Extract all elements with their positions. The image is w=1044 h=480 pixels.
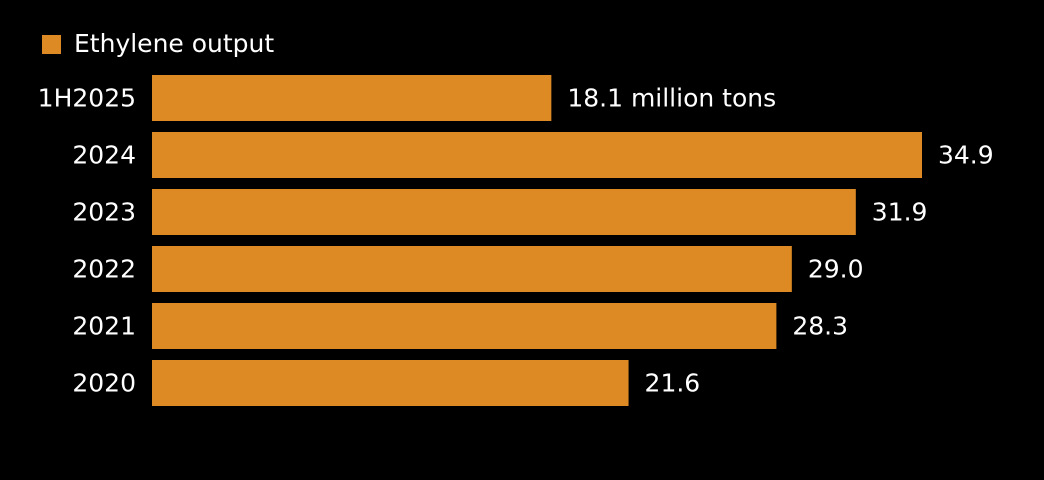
bar-1h2025 — [152, 75, 552, 121]
value-label-1h2025: 18.1 million tons — [567, 84, 776, 113]
category-label-2024: 2024 — [72, 141, 136, 170]
value-label-2021: 28.3 — [792, 312, 848, 341]
bar-2021 — [152, 303, 777, 349]
bar-2024 — [152, 132, 922, 178]
bar-2020 — [152, 360, 629, 406]
value-label-2022: 29.0 — [808, 255, 864, 284]
bar-2023 — [152, 189, 856, 235]
category-label-2020: 2020 — [72, 369, 136, 398]
category-label-2022: 2022 — [72, 255, 136, 284]
value-label-2024: 34.9 — [938, 141, 994, 170]
category-label-1h2025: 1H2025 — [38, 84, 136, 113]
bar-2022 — [152, 246, 792, 292]
legend-swatch — [42, 35, 61, 54]
value-label-2020: 21.6 — [645, 369, 701, 398]
category-label-2021: 2021 — [72, 312, 136, 341]
legend-label: Ethylene output — [74, 29, 275, 58]
value-label-2023: 31.9 — [872, 198, 928, 227]
category-label-2023: 2023 — [72, 198, 136, 227]
